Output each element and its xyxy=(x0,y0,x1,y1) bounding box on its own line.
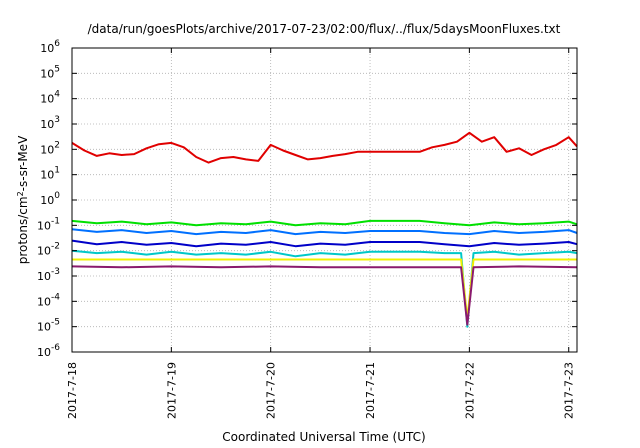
y-tick-base: 10 xyxy=(40,194,54,207)
x-axis-label: Coordinated Universal Time (UTC) xyxy=(222,430,425,444)
axis-ticks: 10-610-510-410-310-210-11001011021031041… xyxy=(37,39,577,419)
series-line-5 xyxy=(71,249,578,328)
y-tick-label: 106 xyxy=(40,39,60,55)
y-tick-exponent: 1 xyxy=(54,166,60,176)
y-tick-base: 10 xyxy=(40,118,54,131)
y-tick-exponent: 5 xyxy=(54,64,60,74)
y-tick-exponent: -2 xyxy=(51,242,60,252)
y-tick-label: 101 xyxy=(40,166,60,182)
y-tick-exponent: 4 xyxy=(54,90,60,100)
x-tick-label: 2017-7-18 xyxy=(66,362,79,419)
y-tick-label: 10-3 xyxy=(37,267,60,283)
series-line-7 xyxy=(71,265,578,326)
x-tick-label: 2017-7-20 xyxy=(265,362,278,419)
y-tick-base: 10 xyxy=(40,169,54,182)
x-tick-label: 2017-7-22 xyxy=(463,362,476,419)
y-tick-label: 103 xyxy=(40,115,60,131)
series-line-3 xyxy=(71,228,578,236)
y-tick-label: 10-6 xyxy=(37,343,60,359)
y-tick-label: 10-2 xyxy=(37,242,60,258)
series-line-4 xyxy=(71,239,578,248)
y-tick-base: 10 xyxy=(37,270,51,283)
y-tick-exponent: 3 xyxy=(54,115,60,125)
y-tick-label: 10-5 xyxy=(37,318,60,334)
y-tick-exponent: -5 xyxy=(51,318,60,328)
y-tick-exponent: -4 xyxy=(51,292,60,302)
y-tick-exponent: 0 xyxy=(54,191,60,201)
y-axis-label-rest: -s-sr-MeV xyxy=(16,135,30,191)
y-axis-label: protons/cm2-s-sr-MeV xyxy=(16,135,30,264)
y-tick-base: 10 xyxy=(40,67,54,80)
y-tick-base: 10 xyxy=(40,143,54,156)
x-tick-label: 2017-7-21 xyxy=(364,362,377,419)
y-tick-base: 10 xyxy=(37,346,51,359)
x-tick-label: 2017-7-19 xyxy=(165,362,178,419)
y-tick-exponent: 2 xyxy=(54,140,60,150)
y-axis-label-superscript: 2 xyxy=(16,191,25,196)
y-tick-exponent: -3 xyxy=(51,267,60,277)
y-tick-base: 10 xyxy=(37,245,51,258)
chart-title: /data/run/goesPlots/archive/2017-07-23/0… xyxy=(88,22,561,36)
y-tick-base: 10 xyxy=(40,93,54,106)
y-tick-exponent: -1 xyxy=(51,216,60,226)
y-tick-exponent: 6 xyxy=(54,39,60,49)
series-lines xyxy=(71,131,578,328)
y-tick-label: 102 xyxy=(40,140,60,156)
y-tick-exponent: -6 xyxy=(51,343,60,353)
y-tick-label: 10-4 xyxy=(37,292,60,308)
y-tick-base: 10 xyxy=(37,219,51,232)
y-tick-base: 10 xyxy=(37,295,51,308)
y-tick-label: 100 xyxy=(40,191,60,207)
y-tick-label: 104 xyxy=(40,90,60,106)
y-tick-base: 10 xyxy=(40,42,54,55)
y-tick-label: 105 xyxy=(40,64,60,80)
y-tick-base: 10 xyxy=(37,321,51,334)
series-line-6 xyxy=(72,258,577,320)
x-tick-label: 2017-7-23 xyxy=(563,362,576,419)
series-line-1 xyxy=(71,131,578,164)
y-axis-label-main: protons/cm xyxy=(16,196,30,264)
y-tick-label: 10-1 xyxy=(37,216,60,232)
series-line-2 xyxy=(71,219,578,227)
grid xyxy=(72,48,577,352)
